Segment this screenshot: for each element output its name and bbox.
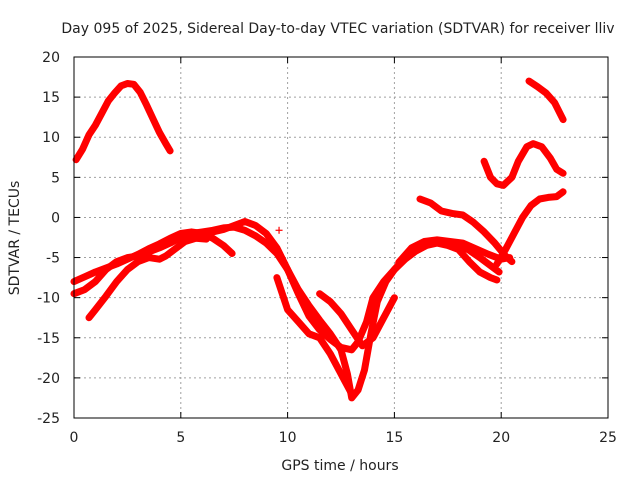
- x-axis-label: GPS time / hours: [281, 458, 398, 474]
- arc-4: [85, 234, 210, 322]
- arc-10: [525, 77, 567, 124]
- arc-9: [480, 140, 567, 189]
- x-tick-label: 20: [492, 430, 510, 446]
- y-tick-label: 10: [42, 130, 60, 146]
- y-tick-label: 15: [42, 90, 60, 106]
- ticks: 0 5 10 15 20 25 -25 -20 -15 -10 -5 0 5 10 15 20: [37, 50, 617, 446]
- y-tick-label: -25: [37, 411, 60, 427]
- y-tick-label: -20: [37, 371, 60, 387]
- y-tick-label: 0: [51, 210, 60, 226]
- series-layer: [70, 77, 567, 402]
- lone-point: [275, 226, 283, 234]
- x-tick-label: 0: [70, 430, 79, 446]
- chart-title: Day 095 of 2025, Sidereal Day-to-day VTE…: [61, 21, 614, 37]
- y-tick-label: -5: [46, 251, 60, 267]
- y-axis-label: SDTVAR / TECUs: [7, 181, 23, 296]
- y-tick-label: -10: [37, 291, 60, 307]
- arc-11: [493, 188, 567, 268]
- arc-5: [209, 218, 501, 402]
- y-tick-label: -15: [37, 331, 60, 347]
- arc-8: [416, 195, 516, 266]
- y-tick-label: 20: [42, 50, 60, 66]
- x-tick-label: 15: [385, 430, 403, 446]
- x-tick-label: 10: [279, 430, 297, 446]
- y-tick-label: 5: [51, 170, 60, 186]
- arc-12: [395, 236, 514, 266]
- x-tick-label: 25: [599, 430, 617, 446]
- arc-6: [273, 274, 356, 398]
- plot-frame: [73, 56, 609, 419]
- x-tick-label: 5: [176, 430, 185, 446]
- arc-1: [72, 80, 174, 164]
- arc-7: [316, 290, 398, 350]
